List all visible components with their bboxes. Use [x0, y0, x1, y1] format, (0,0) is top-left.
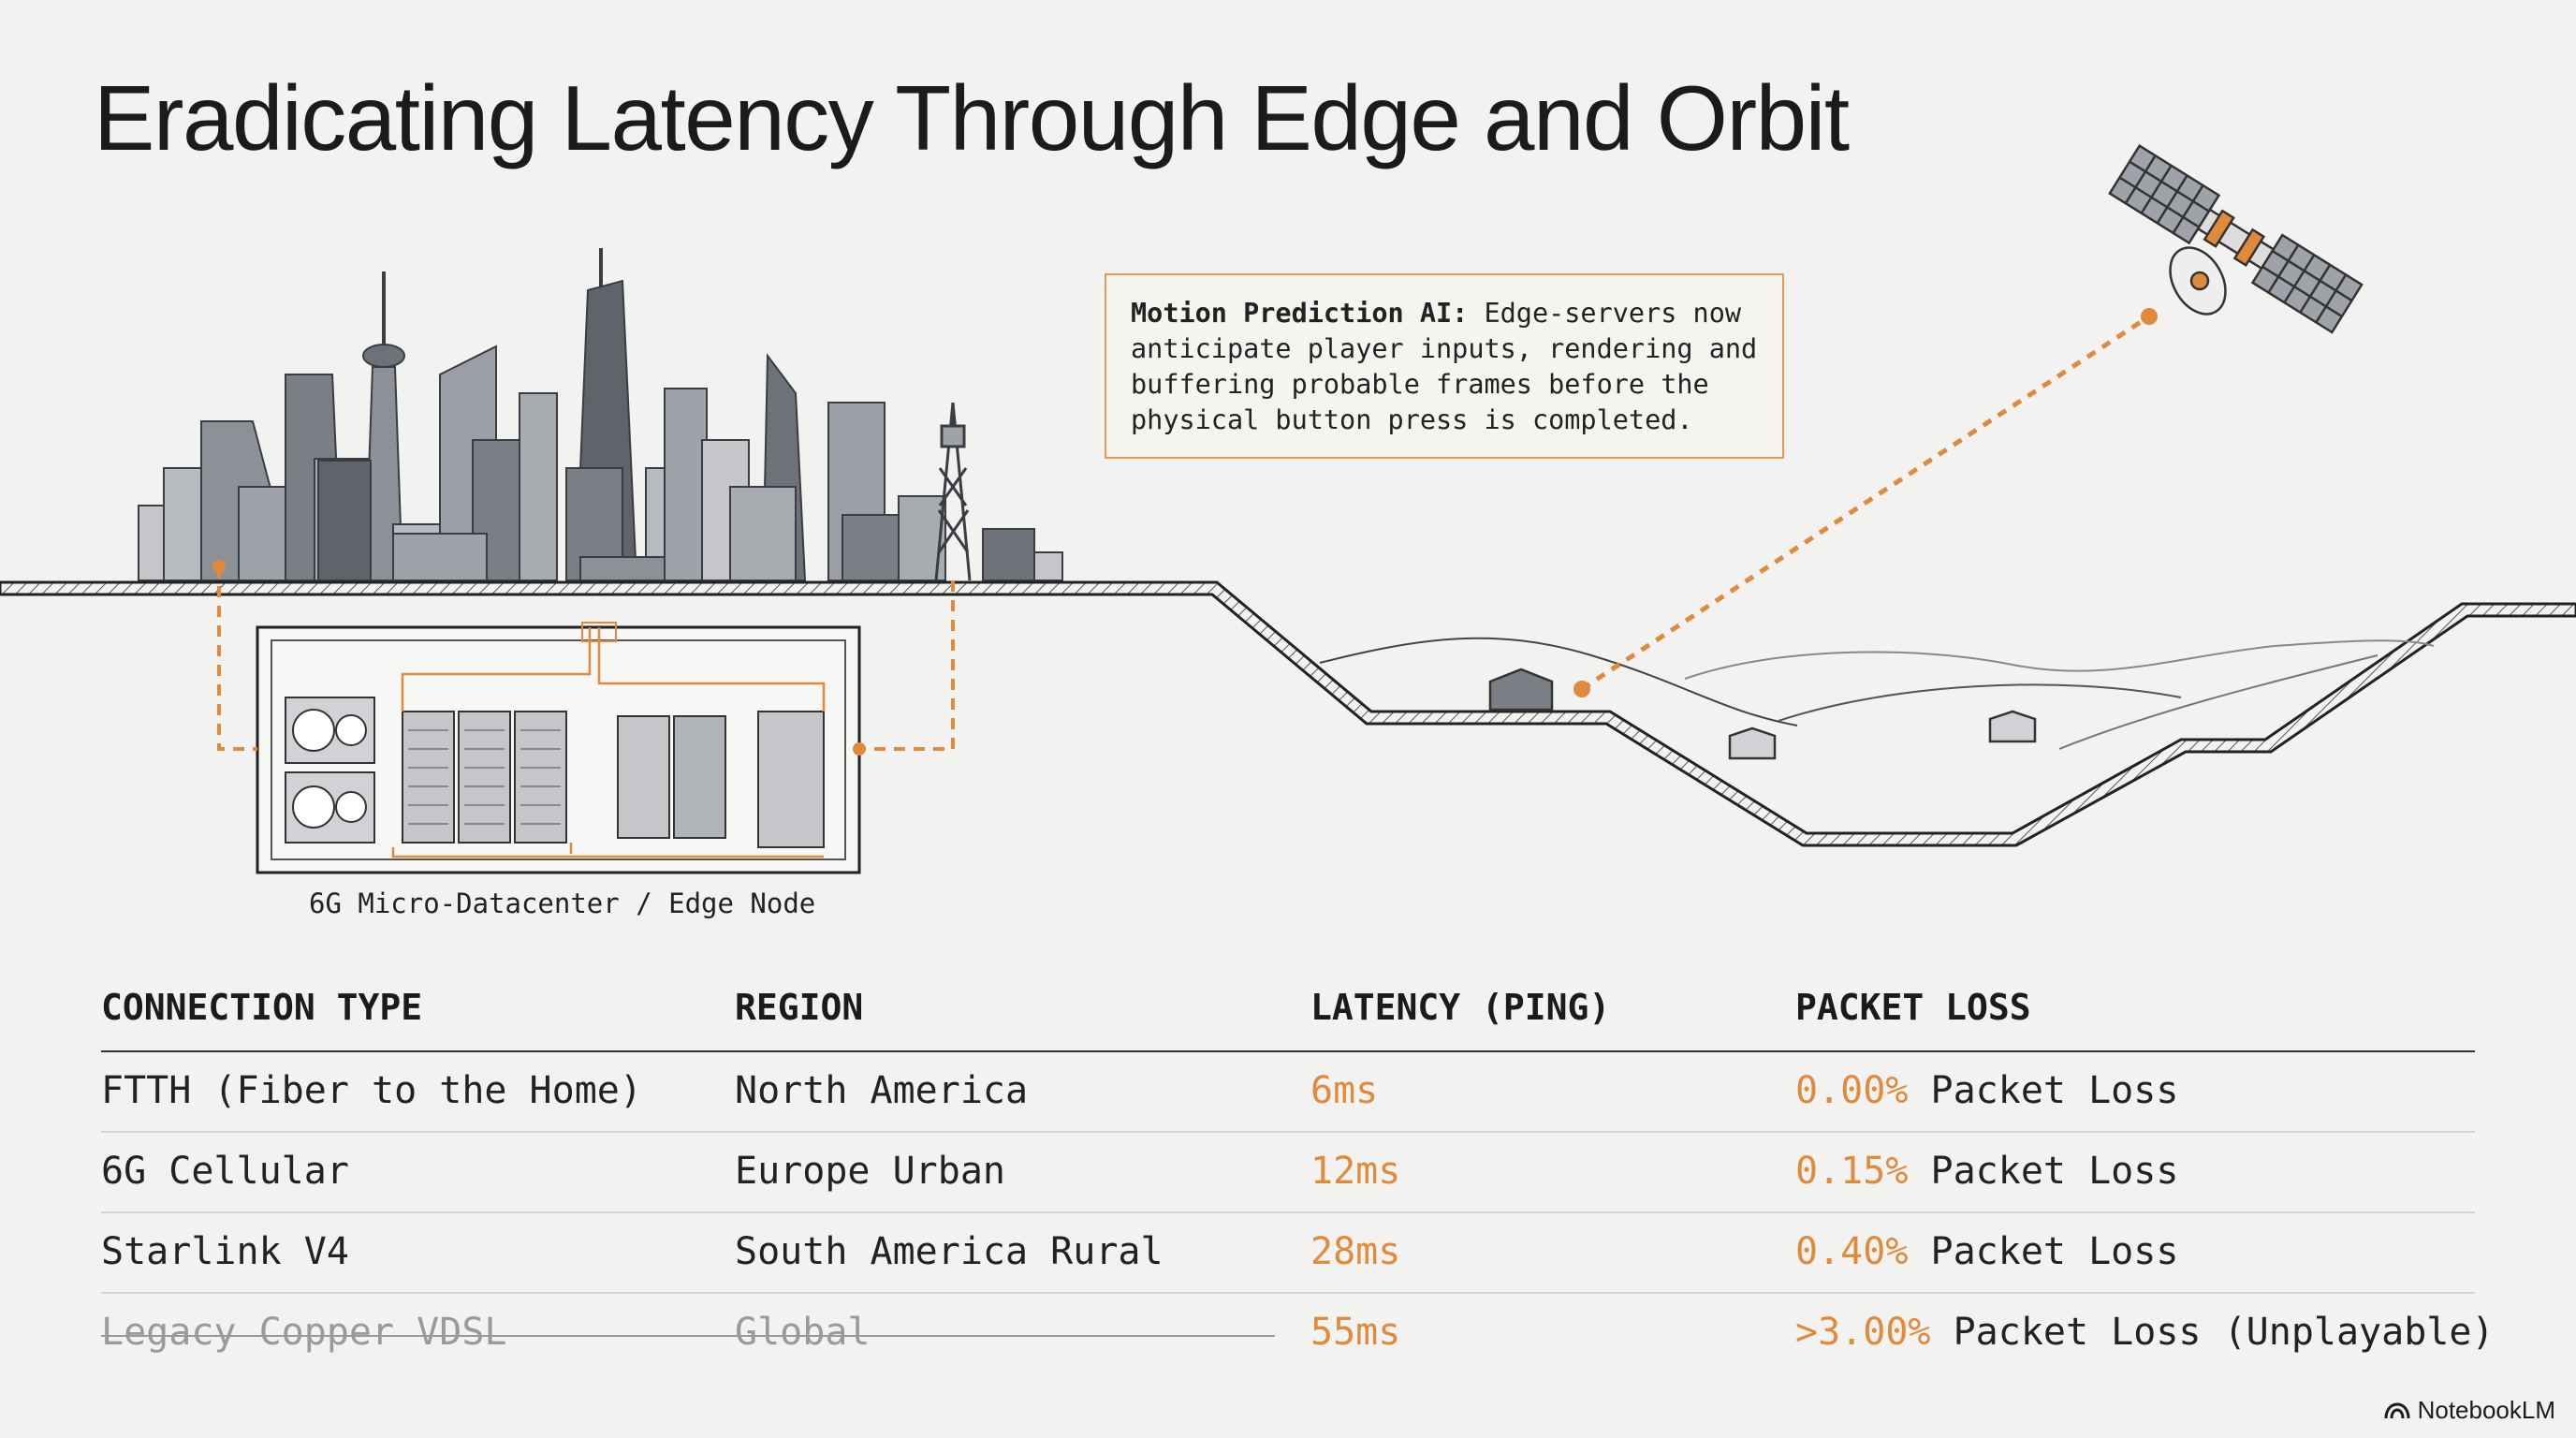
latency-cell: 28ms	[1310, 1230, 1401, 1273]
connection-type-cell: Legacy Copper VDSL	[101, 1311, 507, 1354]
callout-body: Edge-servers now anticipate player input…	[1131, 298, 1758, 435]
brand-mark: NotebookLM	[2384, 1396, 2555, 1425]
latency-cell: 12ms	[1310, 1150, 1401, 1193]
header-latency: LATENCY (PING)	[1310, 987, 1611, 1028]
packet-loss-value: 0.15%	[1795, 1150, 1909, 1193]
packet-loss-cell: 0.40% Packet Loss	[1795, 1230, 2178, 1273]
table-row: 6G Cellular Europe Urban 12ms 0.15% Pack…	[101, 1133, 2475, 1213]
table-row: Legacy Copper VDSL Global 55ms >3.00% Pa…	[101, 1294, 2495, 1372]
connection-type-cell: 6G Cellular	[101, 1150, 349, 1193]
packet-loss-value: >3.00%	[1795, 1311, 1931, 1354]
packet-loss-label: Packet Loss	[1908, 1150, 2179, 1193]
table-row: FTTH (Fiber to the Home) North America 6…	[101, 1052, 2475, 1133]
page-title: Eradicating Latency Through Edge and Orb…	[94, 66, 1850, 169]
notebooklm-logo-icon	[2384, 1401, 2410, 1418]
packet-loss-cell: >3.00% Packet Loss (Unplayable)	[1795, 1311, 2495, 1354]
cell-tower-icon	[934, 402, 972, 581]
connection-type-cell: Starlink V4	[101, 1230, 349, 1273]
city-skyline-icon	[138, 248, 1063, 581]
satellite-link-line	[1580, 314, 2151, 692]
region-cell: North America	[735, 1069, 1029, 1112]
strikethrough-line	[101, 1335, 1275, 1337]
packet-loss-label: Packet Loss (Unplayable)	[1930, 1311, 2495, 1354]
latency-cell: 6ms	[1310, 1069, 1379, 1112]
packet-loss-cell: 0.15% Packet Loss	[1795, 1150, 2178, 1193]
terrain-profile	[0, 580, 2576, 847]
packet-loss-label: Packet Loss	[1908, 1069, 2179, 1112]
region-cell: Europe Urban	[735, 1150, 1005, 1193]
table-header: CONNECTION TYPE REGION LATENCY (PING) PA…	[101, 974, 2475, 1052]
packet-loss-value: 0.40%	[1795, 1230, 1909, 1273]
callout-heading: Motion Prediction AI:	[1131, 298, 1469, 329]
header-packet-loss: PACKET LOSS	[1795, 987, 2031, 1028]
house-icon	[1488, 668, 1554, 712]
latency-cell: 55ms	[1310, 1311, 1401, 1354]
header-region: REGION	[735, 987, 864, 1028]
connection-type-cell: FTTH (Fiber to the Home)	[101, 1069, 642, 1112]
header-connection-type: CONNECTION TYPE	[101, 987, 423, 1028]
latency-table: CONNECTION TYPE REGION LATENCY (PING) PA…	[101, 974, 2495, 1372]
packet-loss-label: Packet Loss	[1908, 1230, 2179, 1273]
micro-datacenter-icon	[256, 622, 861, 874]
satellite-icon	[2108, 143, 2364, 334]
datacenter-caption: 6G Micro-Datacenter / Edge Node	[309, 888, 816, 919]
edge-connector-lines	[217, 566, 955, 751]
table-row: Starlink V4 South America Rural 28ms 0.4…	[101, 1213, 2475, 1294]
packet-loss-cell: 0.00% Packet Loss	[1795, 1069, 2178, 1112]
region-cell: South America Rural	[735, 1230, 1164, 1273]
brand-label: NotebookLM	[2417, 1396, 2555, 1424]
packet-loss-value: 0.00%	[1795, 1069, 1909, 1112]
motion-prediction-callout: Motion Prediction AI: Edge-servers now a…	[1105, 273, 1784, 459]
house-icon	[1728, 726, 1777, 760]
house-icon	[1988, 710, 2037, 743]
region-cell: Global	[735, 1311, 871, 1354]
